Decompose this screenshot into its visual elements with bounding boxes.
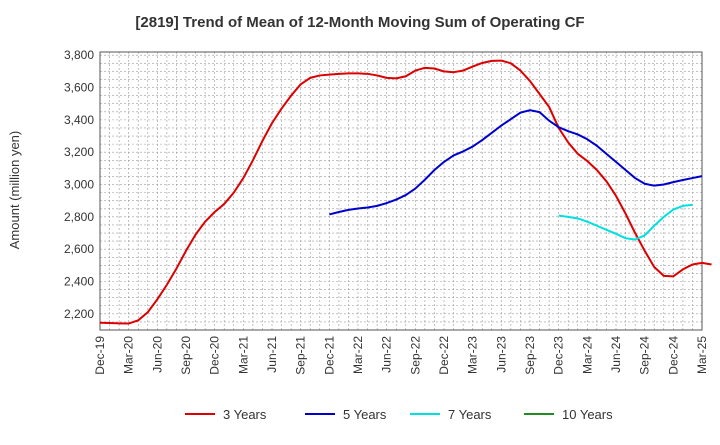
x-tick-label: Sep-24 [638,336,652,375]
x-tick-label: Dec-19 [93,336,107,375]
x-tick-label: Dec-24 [666,336,680,375]
x-tick-label: Mar-20 [122,336,136,374]
legend-label-3-years: 3 Years [223,407,267,422]
plot-border [99,51,703,331]
x-tick-label: Sep-22 [408,336,422,375]
x-tick-label: Dec-20 [208,336,222,375]
y-tick-label: 3,400 [64,113,94,127]
legend: 3 Years 5 Years 7 Years 10 Years [185,407,613,422]
y-tick-label: 2,600 [64,242,94,256]
y-tick-label: 2,400 [64,275,94,289]
x-tick-label: Jun-20 [150,336,164,373]
x-tick-label: Mar-22 [351,336,365,374]
x-tick-label: Dec-22 [437,336,451,375]
y-tick-label: 2,200 [64,307,94,321]
x-tick-label: Dec-21 [322,336,336,375]
x-axis: Dec-19 Mar-20 Jun-20 Sep-20 Dec-20 Mar-21 Jun-… [93,336,709,375]
x-tick-label: Sep-20 [179,336,193,375]
y-tick-label: 3,200 [64,145,94,159]
legend-label-5-years: 5 Years [343,407,387,422]
x-tick-label: Jun-22 [380,336,394,373]
y-tick-label: 2,800 [64,210,94,224]
y-tick-label: 3,800 [64,48,94,62]
legend-label-10-years: 10 Years [562,407,613,422]
grid [99,52,703,330]
x-tick-label: Mar-21 [236,336,250,374]
x-tick-label: Sep-23 [523,336,537,375]
y-tick-label: 3,600 [64,81,94,95]
series-line-3-years [99,59,712,325]
x-tick-label: Dec-23 [552,336,566,375]
x-tick-label: Sep-21 [294,336,308,375]
x-tick-label: Jun-21 [265,336,279,373]
y-axis-label: Amount (million yen) [7,131,22,250]
series-lines [99,59,712,325]
series-line-5-years [329,109,703,216]
chart-title: [2819] Trend of Mean of 12-Month Moving … [135,14,584,31]
x-tick-label: Mar-25 [695,336,709,374]
x-tick-label: Mar-24 [580,336,594,374]
y-axis: 2,200 2,400 2,600 2,800 3,000 3,200 3,400 3,600… [64,48,94,321]
y-tick-label: 3,000 [64,178,94,192]
plot-area [99,51,703,331]
legend-label-7-years: 7 Years [448,407,492,422]
series-line-7-years [558,203,693,241]
x-tick-label: Jun-24 [609,336,623,373]
x-tick-label: Jun-23 [494,336,508,373]
x-tick-label: Mar-23 [466,336,480,374]
